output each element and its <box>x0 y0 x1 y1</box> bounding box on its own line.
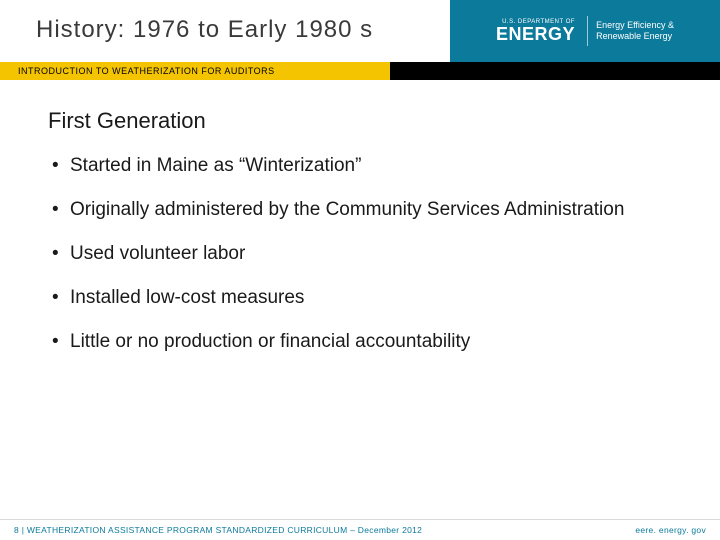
bullet-item: Originally administered by the Community… <box>48 198 672 222</box>
footer: 8 | WEATHERIZATION ASSISTANCE PROGRAM ST… <box>0 520 720 540</box>
slide-body: First Generation Started in Maine as “Wi… <box>0 80 720 540</box>
bullet-item: Used volunteer labor <box>48 242 672 266</box>
doe-logo-panel: U.S. DEPARTMENT OF ENERGY Energy Efficie… <box>450 0 720 62</box>
course-subbar: INTRODUCTION TO WEATHERIZATION FOR AUDIT… <box>0 62 720 80</box>
course-subbar-right <box>390 62 720 80</box>
bullet-list: Started in Maine as “Winterization” Orig… <box>48 154 672 354</box>
course-label-band: INTRODUCTION TO WEATHERIZATION FOR AUDIT… <box>0 62 390 80</box>
bullet-item: Started in Maine as “Winterization” <box>48 154 672 178</box>
footer-left-text: 8 | WEATHERIZATION ASSISTANCE PROGRAM ST… <box>14 525 422 535</box>
doe-logo: U.S. DEPARTMENT OF ENERGY Energy Efficie… <box>496 16 674 46</box>
bullet-item: Installed low-cost measures <box>48 286 672 310</box>
doe-tagline-line2: Renewable Energy <box>596 31 674 42</box>
doe-tagline-line1: Energy Efficiency & <box>596 20 674 31</box>
doe-energy-wordmark: ENERGY <box>496 25 575 43</box>
bullet-item: Little or no production or financial acc… <box>48 330 672 354</box>
course-label: INTRODUCTION TO WEATHERIZATION FOR AUDIT… <box>0 66 275 76</box>
footer-right-text: eere. energy. gov <box>635 525 706 535</box>
section-subtitle: First Generation <box>48 108 672 134</box>
doe-logo-divider <box>587 16 588 46</box>
slide: History: 1976 to Early 1980 s U.S. DEPAR… <box>0 0 720 540</box>
doe-logo-left: U.S. DEPARTMENT OF ENERGY <box>496 19 575 43</box>
header: History: 1976 to Early 1980 s U.S. DEPAR… <box>0 0 720 62</box>
slide-title: History: 1976 to Early 1980 s <box>36 16 373 44</box>
doe-logo-right: Energy Efficiency & Renewable Energy <box>596 20 674 42</box>
